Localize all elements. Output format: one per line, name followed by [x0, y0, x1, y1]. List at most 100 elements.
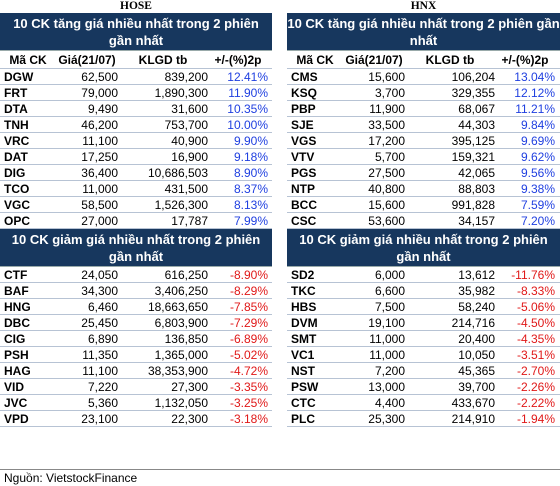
col-volume: KLGD tb	[425, 53, 475, 67]
table-row: PSH 11,350 1,365,000 -5.02%	[0, 347, 272, 363]
cell-price: 11,350	[82, 348, 118, 362]
cell-change: -5.02%	[229, 348, 268, 362]
cell-volume: 44,303	[458, 118, 495, 132]
cell-price: 13,000	[368, 380, 405, 394]
cell-change: 10.35%	[227, 102, 268, 116]
cell-change: 12.12%	[514, 86, 555, 100]
cell-volume: 13,612	[458, 268, 495, 282]
cell-ticker: DAT	[4, 150, 28, 164]
cell-ticker: CTC	[291, 396, 316, 410]
cell-change: 8.13%	[233, 198, 268, 212]
cell-ticker: SD2	[291, 268, 315, 282]
cell-change: 9.56%	[520, 166, 555, 180]
gainers-list-hose: DGW 62,500 839,200 12.41% FRT 79,000 1,890,300…	[0, 69, 272, 229]
col-price: Giá(21/07)	[345, 53, 403, 67]
cell-ticker: DIG	[4, 166, 26, 180]
cell-price: 17,250	[81, 150, 118, 164]
cell-volume: 395,125	[451, 134, 495, 148]
cell-price: 46,200	[81, 118, 118, 132]
cell-volume: 1,132,050	[154, 396, 208, 410]
cell-volume: 329,355	[451, 86, 495, 100]
cell-change: 7.99%	[233, 214, 268, 228]
cell-change: -4.35%	[516, 332, 555, 346]
cell-ticker: FRT	[4, 86, 28, 100]
cell-change: 11.90%	[228, 86, 268, 100]
cell-change: -8.90%	[229, 268, 268, 282]
cell-price: 7,200	[374, 364, 405, 378]
col-ticker: Mã CK	[296, 53, 334, 67]
cell-change: -7.29%	[229, 316, 268, 330]
cell-price: 36,400	[81, 166, 118, 180]
table-row: DTA 9,490 31,600 10.35%	[0, 101, 272, 117]
table-row: JVC 5,360 1,132,050 -3.25%	[0, 395, 272, 411]
table-row: NTP 40,800 88,803 9.38%	[287, 181, 560, 197]
cell-volume: 1,890,300	[154, 86, 208, 100]
col-change: +/-(%)2p	[214, 53, 262, 67]
cell-price: 4,400	[374, 396, 405, 410]
cell-ticker: DGW	[4, 70, 34, 84]
cell-ticker: OPC	[4, 214, 31, 228]
cell-ticker: NTP	[291, 182, 315, 196]
table-row: TKC 6,600 35,982 -8.33%	[287, 283, 560, 299]
cell-price: 6,890	[87, 332, 118, 346]
table-row: DVM 19,100 214,716 -4.50%	[287, 315, 560, 331]
cell-price: 27,500	[368, 166, 405, 180]
cell-ticker: HBS	[291, 300, 317, 314]
table-row: HBS 7,500 58,240 -5.06%	[287, 299, 560, 315]
table-row: PSW 13,000 39,700 -2.26%	[287, 379, 560, 395]
cell-ticker: CTF	[4, 268, 28, 282]
cell-ticker: DBC	[4, 316, 30, 330]
cell-price: 15,600	[368, 198, 405, 212]
cell-change: 9.90%	[233, 134, 268, 148]
table-row: PGS 27,500 42,065 9.56%	[287, 165, 560, 181]
cell-change: -4.50%	[516, 316, 555, 330]
cell-price: 62,500	[81, 70, 118, 84]
cell-price: 25,450	[81, 316, 118, 330]
cell-change: 9.69%	[520, 134, 555, 148]
cell-ticker: VGS	[291, 134, 317, 148]
cell-ticker: VGC	[4, 198, 31, 212]
cell-ticker: CMS	[291, 70, 318, 84]
exchange-title-hose: HOSE	[120, 0, 152, 12]
cell-ticker: PLC	[291, 412, 315, 426]
cell-price: 33,500	[368, 118, 405, 132]
cell-ticker: CIG	[4, 332, 26, 346]
cell-volume: 68,067	[458, 102, 495, 116]
cell-volume: 214,716	[451, 316, 495, 330]
exchange-title-hnx: HNX	[410, 0, 437, 12]
cell-price: 40,800	[368, 182, 405, 196]
table-row: BCC 15,600 991,828 7.59%	[287, 197, 560, 213]
table-row: NST 7,200 45,365 -2.70%	[287, 363, 560, 379]
cell-price: 11,100	[82, 134, 118, 148]
col-change: +/-(%)2p	[501, 53, 549, 67]
cell-change: 7.59%	[520, 198, 555, 212]
cell-volume: 136,850	[164, 332, 208, 346]
cell-price: 7,500	[374, 300, 405, 314]
cell-change: 12.41%	[227, 70, 268, 84]
table-row: CTC 4,400 433,670 -2.22%	[287, 395, 560, 411]
col-price: Giá(21/07)	[58, 53, 116, 67]
table-row: SJE 33,500 44,303 9.84%	[287, 117, 560, 133]
cell-ticker: VC1	[291, 348, 315, 362]
cell-ticker: PSW	[291, 380, 319, 394]
table-row: KSQ 3,700 329,355 12.12%	[287, 85, 560, 101]
table-row: VGS 17,200 395,125 9.69%	[287, 133, 560, 149]
cell-ticker: PGS	[291, 166, 317, 180]
cell-volume: 214,910	[451, 412, 495, 426]
cell-price: 11,100	[82, 364, 118, 378]
cell-volume: 20,400	[458, 332, 495, 346]
table-row: CMS 15,600 106,204 13.04%	[287, 69, 560, 85]
cell-change: 8.37%	[233, 182, 268, 196]
hnx-section: HNX 10 CK tăng giá nhiều nhất trong 2 ph…	[287, 0, 560, 427]
cell-volume: 6,803,900	[154, 316, 208, 330]
cell-volume: 1,526,300	[154, 198, 208, 212]
cell-volume: 10,050	[458, 348, 495, 362]
cell-volume: 58,240	[458, 300, 495, 314]
cell-volume: 3,406,250	[154, 284, 208, 298]
cell-change: -11.76%	[511, 268, 555, 282]
cell-price: 5,360	[87, 396, 118, 410]
cell-price: 58,500	[81, 198, 118, 212]
col-volume: KLGD tb	[138, 53, 188, 67]
table-row: TCO 11,000 431,500 8.37%	[0, 181, 272, 197]
cell-ticker: TCO	[4, 182, 30, 196]
